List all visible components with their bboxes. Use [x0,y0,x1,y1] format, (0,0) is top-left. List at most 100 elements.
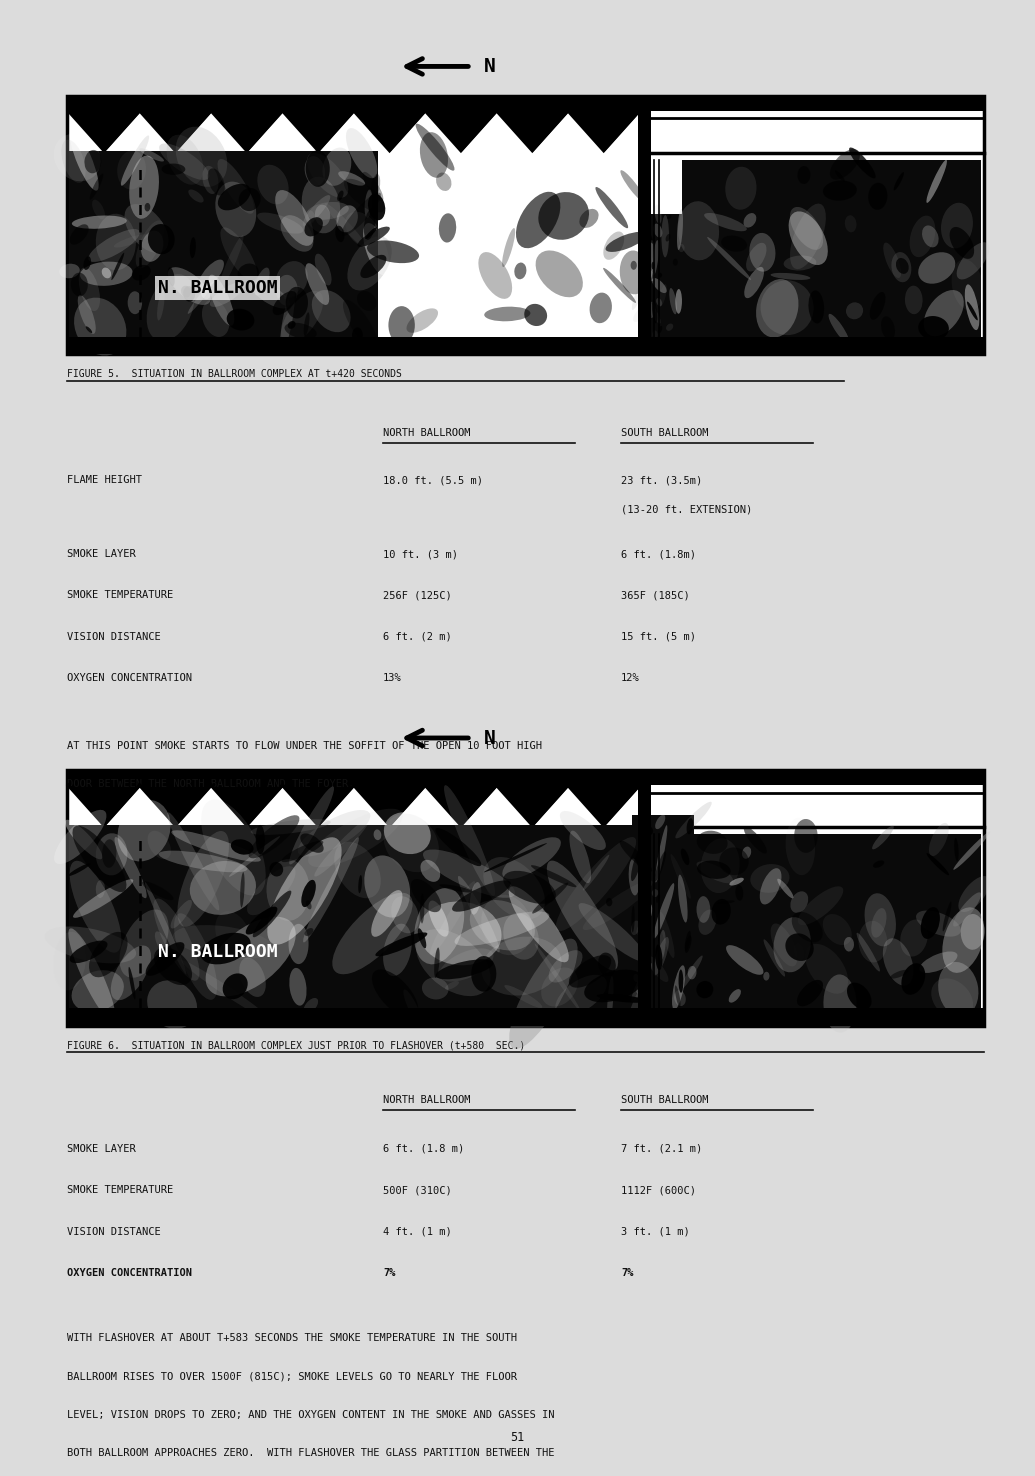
Ellipse shape [502,837,561,880]
Ellipse shape [893,173,904,190]
Ellipse shape [938,962,978,1017]
Ellipse shape [202,300,230,337]
Ellipse shape [418,928,426,948]
Ellipse shape [697,896,710,922]
Ellipse shape [797,165,810,184]
Ellipse shape [797,980,823,1007]
Ellipse shape [595,187,628,229]
Ellipse shape [383,813,439,872]
Bar [639,214,682,337]
Ellipse shape [524,304,546,326]
Ellipse shape [68,863,90,877]
Ellipse shape [630,261,637,270]
Text: DOOR BETWEEN THE NORTH BALLROOM AND THE FOYER.: DOOR BETWEEN THE NORTH BALLROOM AND THE … [67,779,355,790]
Ellipse shape [229,837,279,877]
Ellipse shape [808,291,824,323]
Ellipse shape [301,177,341,233]
Ellipse shape [88,229,140,261]
Ellipse shape [942,908,984,973]
Ellipse shape [338,171,365,186]
Ellipse shape [436,959,494,979]
Bar [67,337,983,354]
Text: FIGURE 5.  SITUATION IN BALLROOM COMPLEX AT t+420 SECONDS: FIGURE 5. SITUATION IN BALLROOM COMPLEX … [67,369,402,379]
Text: OXYGEN CONCENTRATION: OXYGEN CONCENTRATION [67,673,193,683]
Ellipse shape [960,914,984,949]
Ellipse shape [654,205,661,224]
Ellipse shape [958,877,989,912]
Ellipse shape [749,233,775,272]
Text: SOUTH BALLROOM: SOUTH BALLROOM [621,428,709,438]
Ellipse shape [873,861,884,868]
Ellipse shape [253,890,291,937]
Ellipse shape [444,785,495,896]
Ellipse shape [363,210,376,241]
Ellipse shape [127,291,142,314]
Ellipse shape [266,859,309,921]
Ellipse shape [272,291,296,314]
Ellipse shape [655,815,666,830]
Text: SMOKE LAYER: SMOKE LAYER [67,549,136,559]
Ellipse shape [300,834,324,853]
Ellipse shape [363,223,389,275]
Ellipse shape [315,818,371,877]
Ellipse shape [45,927,136,964]
Ellipse shape [198,260,224,289]
Ellipse shape [743,213,757,227]
Ellipse shape [146,942,184,976]
Ellipse shape [773,917,810,973]
Ellipse shape [868,183,887,210]
Ellipse shape [675,801,711,838]
Ellipse shape [322,148,351,186]
Ellipse shape [579,903,646,961]
Ellipse shape [172,831,261,862]
Ellipse shape [953,831,989,869]
Ellipse shape [631,275,646,310]
Ellipse shape [546,861,618,970]
Ellipse shape [79,267,100,311]
Ellipse shape [919,952,957,973]
Ellipse shape [584,970,643,1002]
Ellipse shape [605,897,612,906]
Ellipse shape [188,189,204,202]
Ellipse shape [870,908,886,937]
Ellipse shape [667,215,672,220]
Ellipse shape [344,179,385,213]
Ellipse shape [250,819,330,835]
Ellipse shape [895,258,909,275]
Bar [67,770,983,1026]
Ellipse shape [686,818,693,834]
Text: 365F (185C): 365F (185C) [621,590,689,601]
Ellipse shape [384,812,431,855]
Ellipse shape [248,815,299,859]
Text: 7%: 7% [621,1268,633,1278]
Ellipse shape [569,831,591,883]
Ellipse shape [805,943,848,993]
Ellipse shape [303,313,309,337]
Ellipse shape [699,909,716,934]
Ellipse shape [697,982,713,998]
Ellipse shape [302,195,330,226]
Ellipse shape [658,273,661,277]
Ellipse shape [452,880,510,912]
Ellipse shape [605,232,646,252]
Ellipse shape [418,902,501,965]
Ellipse shape [304,928,314,936]
Text: 6 ft. (1.8 m): 6 ft. (1.8 m) [383,1144,464,1154]
Ellipse shape [742,847,751,859]
Ellipse shape [352,328,362,342]
Ellipse shape [794,819,818,853]
Ellipse shape [651,261,654,270]
Ellipse shape [148,224,175,254]
Ellipse shape [357,291,377,311]
Ellipse shape [219,235,243,289]
Ellipse shape [678,201,719,260]
Bar [67,96,983,111]
Ellipse shape [869,292,885,320]
Ellipse shape [371,174,380,198]
Ellipse shape [701,838,739,893]
Ellipse shape [181,959,271,1021]
Ellipse shape [239,958,266,996]
Ellipse shape [596,993,646,1002]
Ellipse shape [69,224,89,245]
Ellipse shape [54,810,107,863]
